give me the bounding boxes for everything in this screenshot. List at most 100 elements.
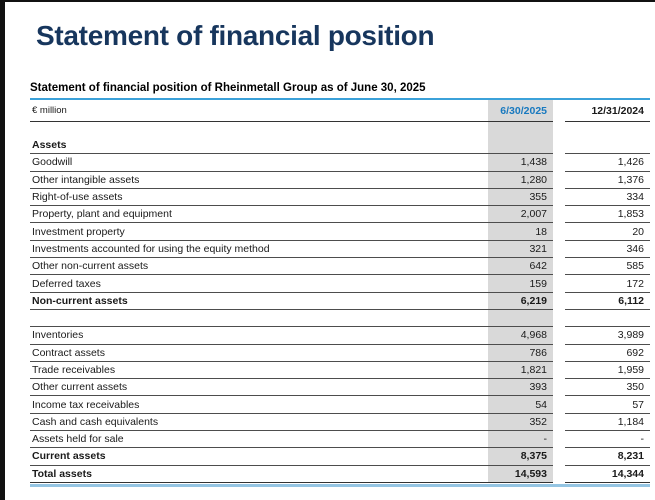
value-prior-period — [565, 310, 650, 328]
column-gap — [553, 310, 565, 327]
table-row-data: Other current assets 393 350 — [30, 379, 650, 397]
row-label: Right-of-use assets — [30, 189, 488, 207]
column-gap — [553, 206, 565, 223]
table-bottom-accent-rule — [30, 483, 650, 487]
value-prior-period: 1,426 — [565, 154, 650, 172]
row-label: Non-current assets — [30, 293, 488, 310]
value-current-period: 321 — [488, 240, 553, 259]
value-prior-period: 1,853 — [565, 206, 650, 224]
column-gap — [553, 431, 565, 448]
value-current-period: 642 — [488, 258, 553, 276]
column-gap — [553, 100, 565, 122]
column-gap — [553, 189, 565, 206]
value-current-period: 18 — [488, 223, 553, 241]
value-current-period: 393 — [488, 379, 553, 397]
value-current-period: - — [488, 431, 553, 449]
table-row-data: Investments accounted for using the equi… — [30, 240, 650, 259]
row-label: Goodwill — [30, 154, 488, 172]
value-current-period: 1,280 — [488, 171, 553, 189]
column-gap — [553, 448, 565, 465]
table-row-data: Deferred taxes 159 172 — [30, 275, 650, 293]
row-label: Other current assets — [30, 379, 488, 397]
value-current-period: 159 — [488, 275, 553, 293]
value-prior-period: 8,231 — [565, 448, 650, 466]
column-gap — [553, 396, 565, 413]
table-row-total: Non-current assets 6,219 6,112 — [30, 292, 650, 310]
table-row-data: Inventories 4,968 3,989 — [30, 327, 650, 345]
value-current-period: 54 — [488, 396, 553, 414]
value-prior-period: 57 — [565, 396, 650, 414]
table-row-data: Goodwill 1,438 1,426 — [30, 154, 650, 172]
row-label: Other intangible assets — [30, 172, 488, 189]
column-gap — [553, 223, 565, 240]
window-top-border — [0, 0, 655, 2]
value-current-period: 786 — [488, 344, 553, 362]
column-gap — [553, 327, 565, 344]
value-current-period: 355 — [488, 188, 553, 207]
value-current-period: 2,007 — [488, 206, 553, 224]
table-caption: Statement of financial position of Rhein… — [30, 82, 650, 100]
row-label: Assets held for sale — [30, 431, 488, 449]
value-prior-period: 20 — [565, 223, 650, 241]
column-header-current-period: 6/30/2025 — [488, 100, 553, 122]
table-row-grand_total: Total assets 14,593 14,344 — [30, 465, 650, 483]
financial-position-table: € million 6/30/2025 12/31/2024 Assets Goo… — [30, 100, 650, 483]
column-gap — [553, 345, 565, 362]
value-current-period: 1,821 — [488, 361, 553, 380]
value-prior-period: 334 — [565, 189, 650, 207]
row-label: Property, plant and equipment — [30, 206, 488, 224]
value-current-period: 1,438 — [488, 154, 553, 172]
row-label: Other non-current assets — [30, 258, 488, 276]
table-row-data: Assets held for sale - - — [30, 431, 650, 449]
table-row-data: Income tax receivables 54 57 — [30, 396, 650, 414]
row-label: Investment property — [30, 223, 488, 241]
table-row-total: Current assets 8,375 8,231 — [30, 448, 650, 466]
value-current-period: 4,968 — [488, 327, 553, 345]
value-prior-period: 1,376 — [565, 172, 650, 189]
value-prior-period: 6,112 — [565, 293, 650, 310]
table-row-spacer — [30, 309, 650, 328]
value-prior-period: 1,184 — [565, 414, 650, 432]
table-gap-row — [30, 122, 650, 137]
value-current-period: 14,593 — [488, 465, 553, 483]
value-prior-period: 585 — [565, 258, 650, 276]
row-label: Deferred taxes — [30, 275, 488, 293]
row-label — [30, 310, 488, 328]
column-gap — [553, 241, 565, 258]
row-label: Cash and cash equivalents — [30, 414, 488, 432]
table-body: Assets Goodwill 1,438 1,426 Other intangible… — [30, 137, 650, 483]
value-current-period: 6,219 — [488, 292, 553, 310]
table-row-data: Other non-current assets 642 585 — [30, 258, 650, 276]
table-row-data: Trade receivables 1,821 1,959 — [30, 361, 650, 380]
table-row-data: Contract assets 786 692 — [30, 344, 650, 362]
value-prior-period: 3,989 — [565, 327, 650, 345]
row-label: Current assets — [30, 448, 488, 466]
unit-label: € million — [30, 100, 488, 122]
column-header-prior-period: 12/31/2024 — [565, 100, 650, 122]
row-label: Investments accounted for using the equi… — [30, 241, 488, 259]
value-prior-period: - — [565, 431, 650, 449]
column-gap — [553, 275, 565, 292]
row-label: Income tax receivables — [30, 396, 488, 414]
row-label: Assets — [30, 137, 488, 155]
row-label: Total assets — [30, 466, 488, 483]
row-label: Contract assets — [30, 345, 488, 362]
value-prior-period: 1,959 — [565, 362, 650, 380]
table-row-section: Assets — [30, 137, 650, 155]
row-label: Inventories — [30, 327, 488, 345]
column-gap — [553, 293, 565, 310]
value-current-period — [488, 137, 553, 155]
column-gap — [553, 137, 565, 154]
column-gap — [553, 258, 565, 275]
value-current-period: 8,375 — [488, 448, 553, 466]
page-title: Statement of financial position — [36, 20, 435, 51]
table-header-row: € million 6/30/2025 12/31/2024 — [30, 100, 650, 122]
row-label: Trade receivables — [30, 362, 488, 380]
table-row-data: Property, plant and equipment 2,007 1,853 — [30, 206, 650, 224]
value-prior-period: 350 — [565, 379, 650, 397]
value-prior-period: 692 — [565, 345, 650, 362]
value-current-period — [488, 309, 553, 328]
value-prior-period: 14,344 — [565, 466, 650, 483]
window-left-border — [0, 0, 5, 500]
value-prior-period — [565, 137, 650, 155]
